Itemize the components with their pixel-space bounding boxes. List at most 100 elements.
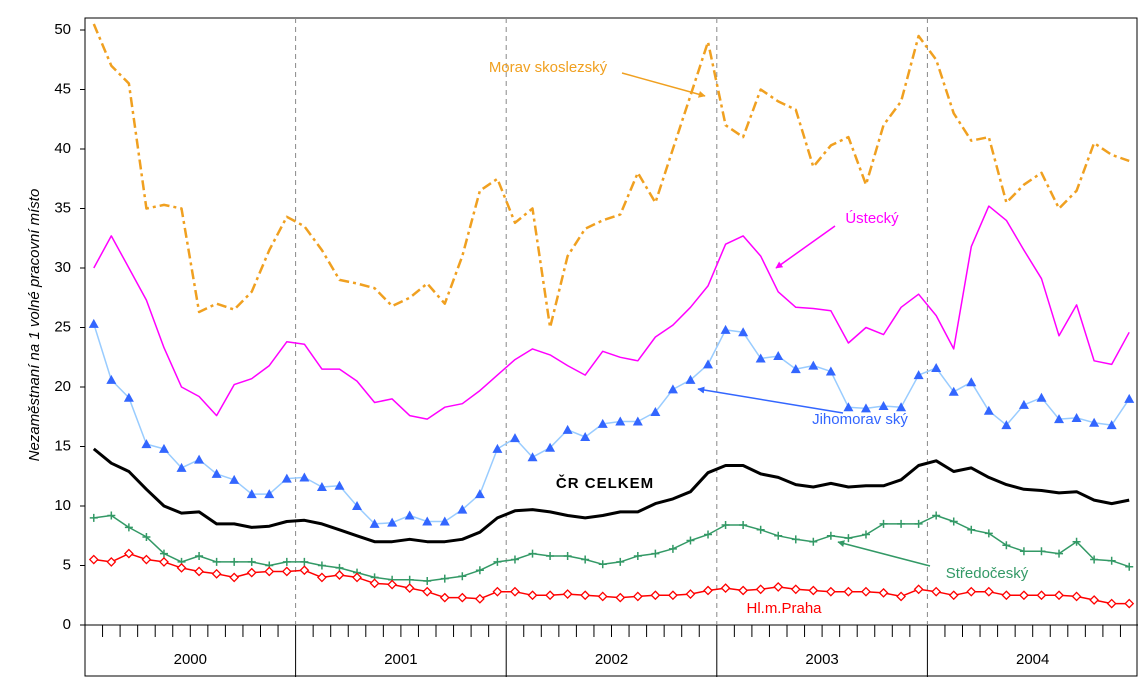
marker (211, 468, 222, 478)
marker (546, 551, 555, 560)
marker (598, 560, 607, 569)
marker (755, 353, 766, 363)
marker (194, 454, 205, 464)
marker (773, 582, 784, 592)
marker (509, 433, 520, 443)
marker (334, 570, 345, 580)
marker (423, 576, 432, 585)
marker (632, 416, 643, 426)
marker (562, 589, 573, 599)
marker (633, 551, 642, 560)
marker (510, 586, 520, 597)
marker (843, 402, 854, 412)
marker (738, 327, 749, 337)
marker (492, 586, 503, 597)
marker (860, 403, 871, 413)
marker (474, 593, 485, 604)
marker (844, 534, 853, 543)
marker (527, 590, 538, 601)
marker (826, 531, 835, 540)
marker (720, 583, 731, 594)
marker (861, 530, 870, 539)
label-arrow (621, 72, 706, 98)
y-tick-label: 40 (54, 140, 71, 157)
marker (562, 424, 573, 434)
marker (668, 544, 677, 553)
marker (528, 549, 537, 558)
marker (809, 537, 818, 546)
marker (791, 535, 800, 544)
marker (299, 565, 310, 576)
marker (1054, 414, 1065, 424)
marker (106, 374, 117, 384)
marker (597, 418, 608, 428)
marker (458, 572, 467, 581)
marker (300, 557, 309, 566)
marker (983, 586, 994, 597)
marker (878, 401, 889, 411)
y-tick-label: 35 (54, 199, 71, 216)
marker (843, 586, 854, 597)
marker (352, 572, 362, 583)
marker (983, 405, 994, 415)
series-label: Středočeský (946, 565, 1029, 582)
marker (703, 585, 713, 596)
marker (967, 525, 976, 534)
year-label: 2004 (1016, 651, 1049, 668)
year-label: 2000 (174, 651, 207, 668)
marker (510, 555, 519, 564)
marker (651, 549, 660, 558)
marker (123, 392, 134, 402)
marker (317, 572, 327, 583)
marker (141, 554, 152, 565)
marker (212, 557, 221, 566)
year-label: 2003 (805, 651, 838, 668)
series-line (92, 447, 1130, 544)
marker (897, 519, 906, 528)
marker (1071, 412, 1082, 422)
y-tick-label: 25 (54, 318, 71, 335)
marker (913, 584, 924, 595)
marker (299, 472, 310, 482)
marker (896, 402, 907, 412)
marker (756, 525, 765, 534)
marker (703, 359, 714, 369)
marker (1072, 537, 1081, 546)
marker (404, 510, 415, 520)
marker (580, 590, 591, 601)
marker (176, 562, 187, 573)
marker (1001, 590, 1012, 601)
marker (527, 452, 538, 462)
marker (545, 442, 556, 452)
marker (773, 351, 784, 361)
marker (931, 586, 942, 597)
marker (405, 575, 414, 584)
marker (808, 360, 819, 370)
marker (580, 431, 591, 441)
marker (1019, 547, 1028, 556)
marker (1036, 590, 1047, 601)
marker (1071, 591, 1082, 602)
marker (457, 504, 468, 514)
marker (616, 557, 625, 566)
marker (387, 579, 398, 590)
marker (948, 386, 959, 396)
marker (1002, 541, 1011, 550)
marker (1125, 562, 1134, 571)
marker (89, 513, 98, 522)
marker (264, 566, 275, 577)
marker (1054, 590, 1064, 601)
series-line (92, 23, 1130, 329)
marker (1106, 598, 1117, 609)
marker (1001, 420, 1012, 430)
marker (422, 586, 433, 597)
marker (492, 443, 503, 453)
marker (246, 489, 257, 499)
marker (123, 548, 134, 559)
marker (107, 511, 116, 520)
series-label: Morav skoslezský (489, 59, 608, 76)
marker (229, 474, 240, 484)
marker (774, 531, 783, 540)
y-tick-label: 0 (63, 616, 71, 633)
